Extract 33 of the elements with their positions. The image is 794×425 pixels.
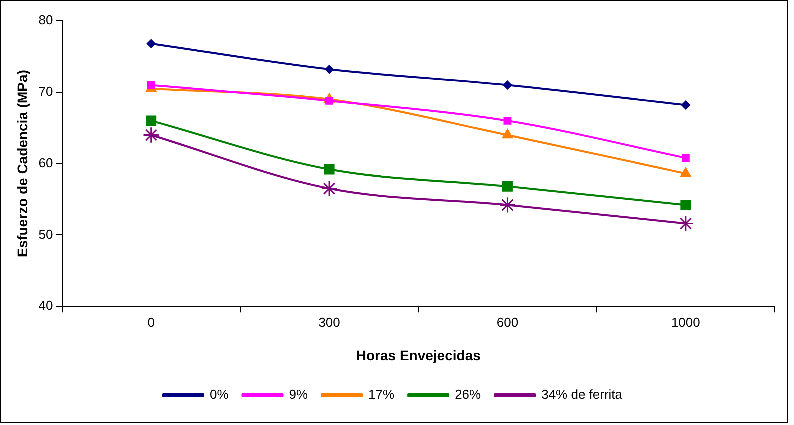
point: [680, 200, 692, 210]
legend-label: 0%: [210, 387, 230, 402]
point: [504, 116, 512, 125]
point: [321, 180, 338, 198]
x-tick-label: 300: [318, 314, 340, 330]
point: [681, 100, 690, 110]
point: [146, 116, 157, 126]
point: [143, 126, 160, 144]
point: [682, 154, 690, 162]
point: [502, 128, 514, 139]
point: [502, 181, 513, 192]
point: [146, 39, 156, 48]
y-axis-title: Esfuerzo de Cadencia (MPa): [14, 70, 30, 258]
point: [680, 167, 692, 178]
x-tick-label: 600: [496, 314, 519, 330]
y-tick-label: 50: [38, 226, 54, 242]
x-tick-label: 1000: [671, 314, 700, 330]
point: [503, 80, 512, 90]
point: [147, 81, 156, 90]
y-tick-label: 60: [38, 155, 54, 170]
point: [678, 215, 694, 232]
legend-label: 26%: [455, 387, 482, 402]
point: [324, 164, 335, 175]
legend-label: 9%: [289, 387, 308, 402]
legend-label: 34% de ferrita: [542, 387, 624, 402]
point: [499, 196, 516, 214]
x-tick-label: 0: [148, 314, 155, 330]
y-tick-label: 80: [38, 12, 54, 28]
x-axis-title: Horas Envejecidas: [356, 347, 482, 364]
legend-label: 17%: [368, 387, 396, 402]
y-tick-label: 70: [38, 84, 54, 99]
y-tick-label: 40: [38, 298, 54, 314]
point: [325, 65, 334, 74]
